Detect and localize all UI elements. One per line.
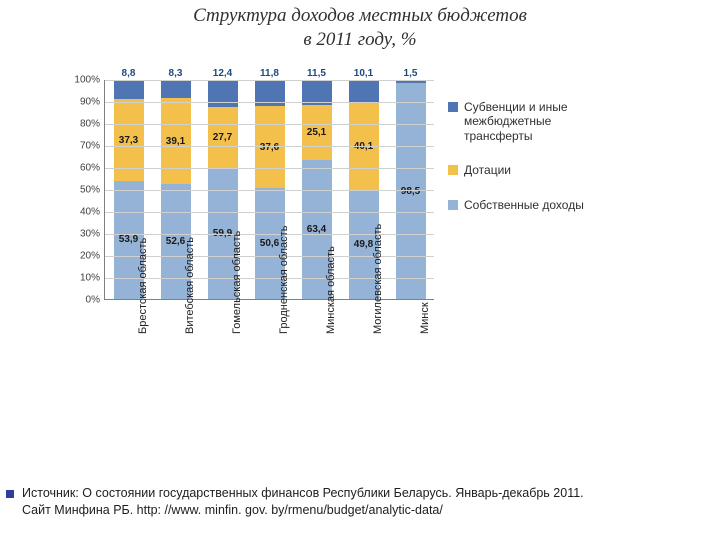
legend-item-dot: Дотации xyxy=(448,163,618,177)
x-axis-label: Витебская область xyxy=(184,304,196,334)
legend-item-own: Собственные доходы xyxy=(448,198,618,212)
legend-swatch xyxy=(448,102,458,112)
bar-segment-dot: 37,6 xyxy=(255,106,285,188)
grid-line xyxy=(105,234,434,235)
y-tick-label: 40% xyxy=(60,207,100,218)
bar-top-label: 8,8 xyxy=(122,68,136,79)
y-tick-label: 70% xyxy=(60,141,100,152)
x-axis-label: Гродненская область xyxy=(278,304,290,334)
grid-line xyxy=(105,102,434,103)
y-tick-label: 100% xyxy=(60,75,100,86)
y-tick-label: 50% xyxy=(60,185,100,196)
bar-segment-sub xyxy=(208,80,238,107)
x-axis-labels: Брестская областьВитебская областьГомель… xyxy=(104,302,434,314)
x-axis-label: Брестская область xyxy=(137,304,149,334)
bar-top-label: 1,5 xyxy=(404,68,418,79)
page-title: Структура доходов местных бюджетов в 201… xyxy=(100,4,620,52)
y-tick-label: 90% xyxy=(60,97,100,108)
bar-segment-dot: 27,7 xyxy=(208,107,238,168)
bullet-icon xyxy=(6,490,14,498)
bar-segment-own: 98,5 xyxy=(396,83,426,299)
x-axis-label: Могилевская область xyxy=(372,304,384,334)
title-line2: в 2011 году, % xyxy=(303,29,416,50)
y-tick-label: 20% xyxy=(60,251,100,262)
grid-line xyxy=(105,80,434,81)
bar-segment-sub xyxy=(161,80,191,98)
legend-swatch xyxy=(448,200,458,210)
legend: Субвенции и иные межбюджетные трансферты… xyxy=(448,100,618,232)
title-line1: Структура доходов местных бюджетов xyxy=(193,5,527,26)
y-tick-label: 60% xyxy=(60,163,100,174)
grid-line xyxy=(105,168,434,169)
legend-swatch xyxy=(448,165,458,175)
grid-line xyxy=(105,146,434,147)
bar-top-label: 11,5 xyxy=(307,68,326,79)
caption-text: Источник: О состоянии государственных фи… xyxy=(22,485,710,519)
legend-label: Собственные доходы xyxy=(464,198,584,212)
legend-label: Дотации xyxy=(464,163,511,177)
bar-top-label: 8,3 xyxy=(169,68,183,79)
y-tick-label: 30% xyxy=(60,229,100,240)
x-axis-label: Минск xyxy=(419,304,431,334)
y-tick-label: 80% xyxy=(60,119,100,130)
grid-line xyxy=(105,256,434,257)
plot-area: 37,353,98,839,152,68,327,759,912,437,650… xyxy=(104,80,434,300)
bar-top-label: 12,4 xyxy=(213,68,232,79)
x-axis-label: Гомельская область xyxy=(231,304,243,334)
bar-segment-sub xyxy=(349,80,379,102)
caption-line2: Сайт Минфина РБ. http: //www. minfin. go… xyxy=(22,503,443,517)
caption-line1: Источник: О состоянии государственных фи… xyxy=(22,486,584,500)
bar-segment-dot: 39,1 xyxy=(161,98,191,184)
legend-item-sub: Субвенции и иные межбюджетные трансферты xyxy=(448,100,618,143)
grid-line xyxy=(105,278,434,279)
grid-line xyxy=(105,124,434,125)
y-tick-label: 10% xyxy=(60,273,100,284)
bar-segment-dot: 25,1 xyxy=(302,105,332,160)
x-axis-label: Минская область xyxy=(325,304,337,334)
bar-top-label: 11,8 xyxy=(260,68,279,79)
legend-label: Субвенции и иные межбюджетные трансферты xyxy=(464,100,618,143)
grid-line xyxy=(105,190,434,191)
bar-segment-sub xyxy=(114,80,144,99)
y-tick-label: 0% xyxy=(60,295,100,306)
stacked-bar-chart: 37,353,98,839,152,68,327,759,912,437,650… xyxy=(60,70,620,450)
bar-top-label: 10,1 xyxy=(354,68,373,79)
grid-line xyxy=(105,212,434,213)
